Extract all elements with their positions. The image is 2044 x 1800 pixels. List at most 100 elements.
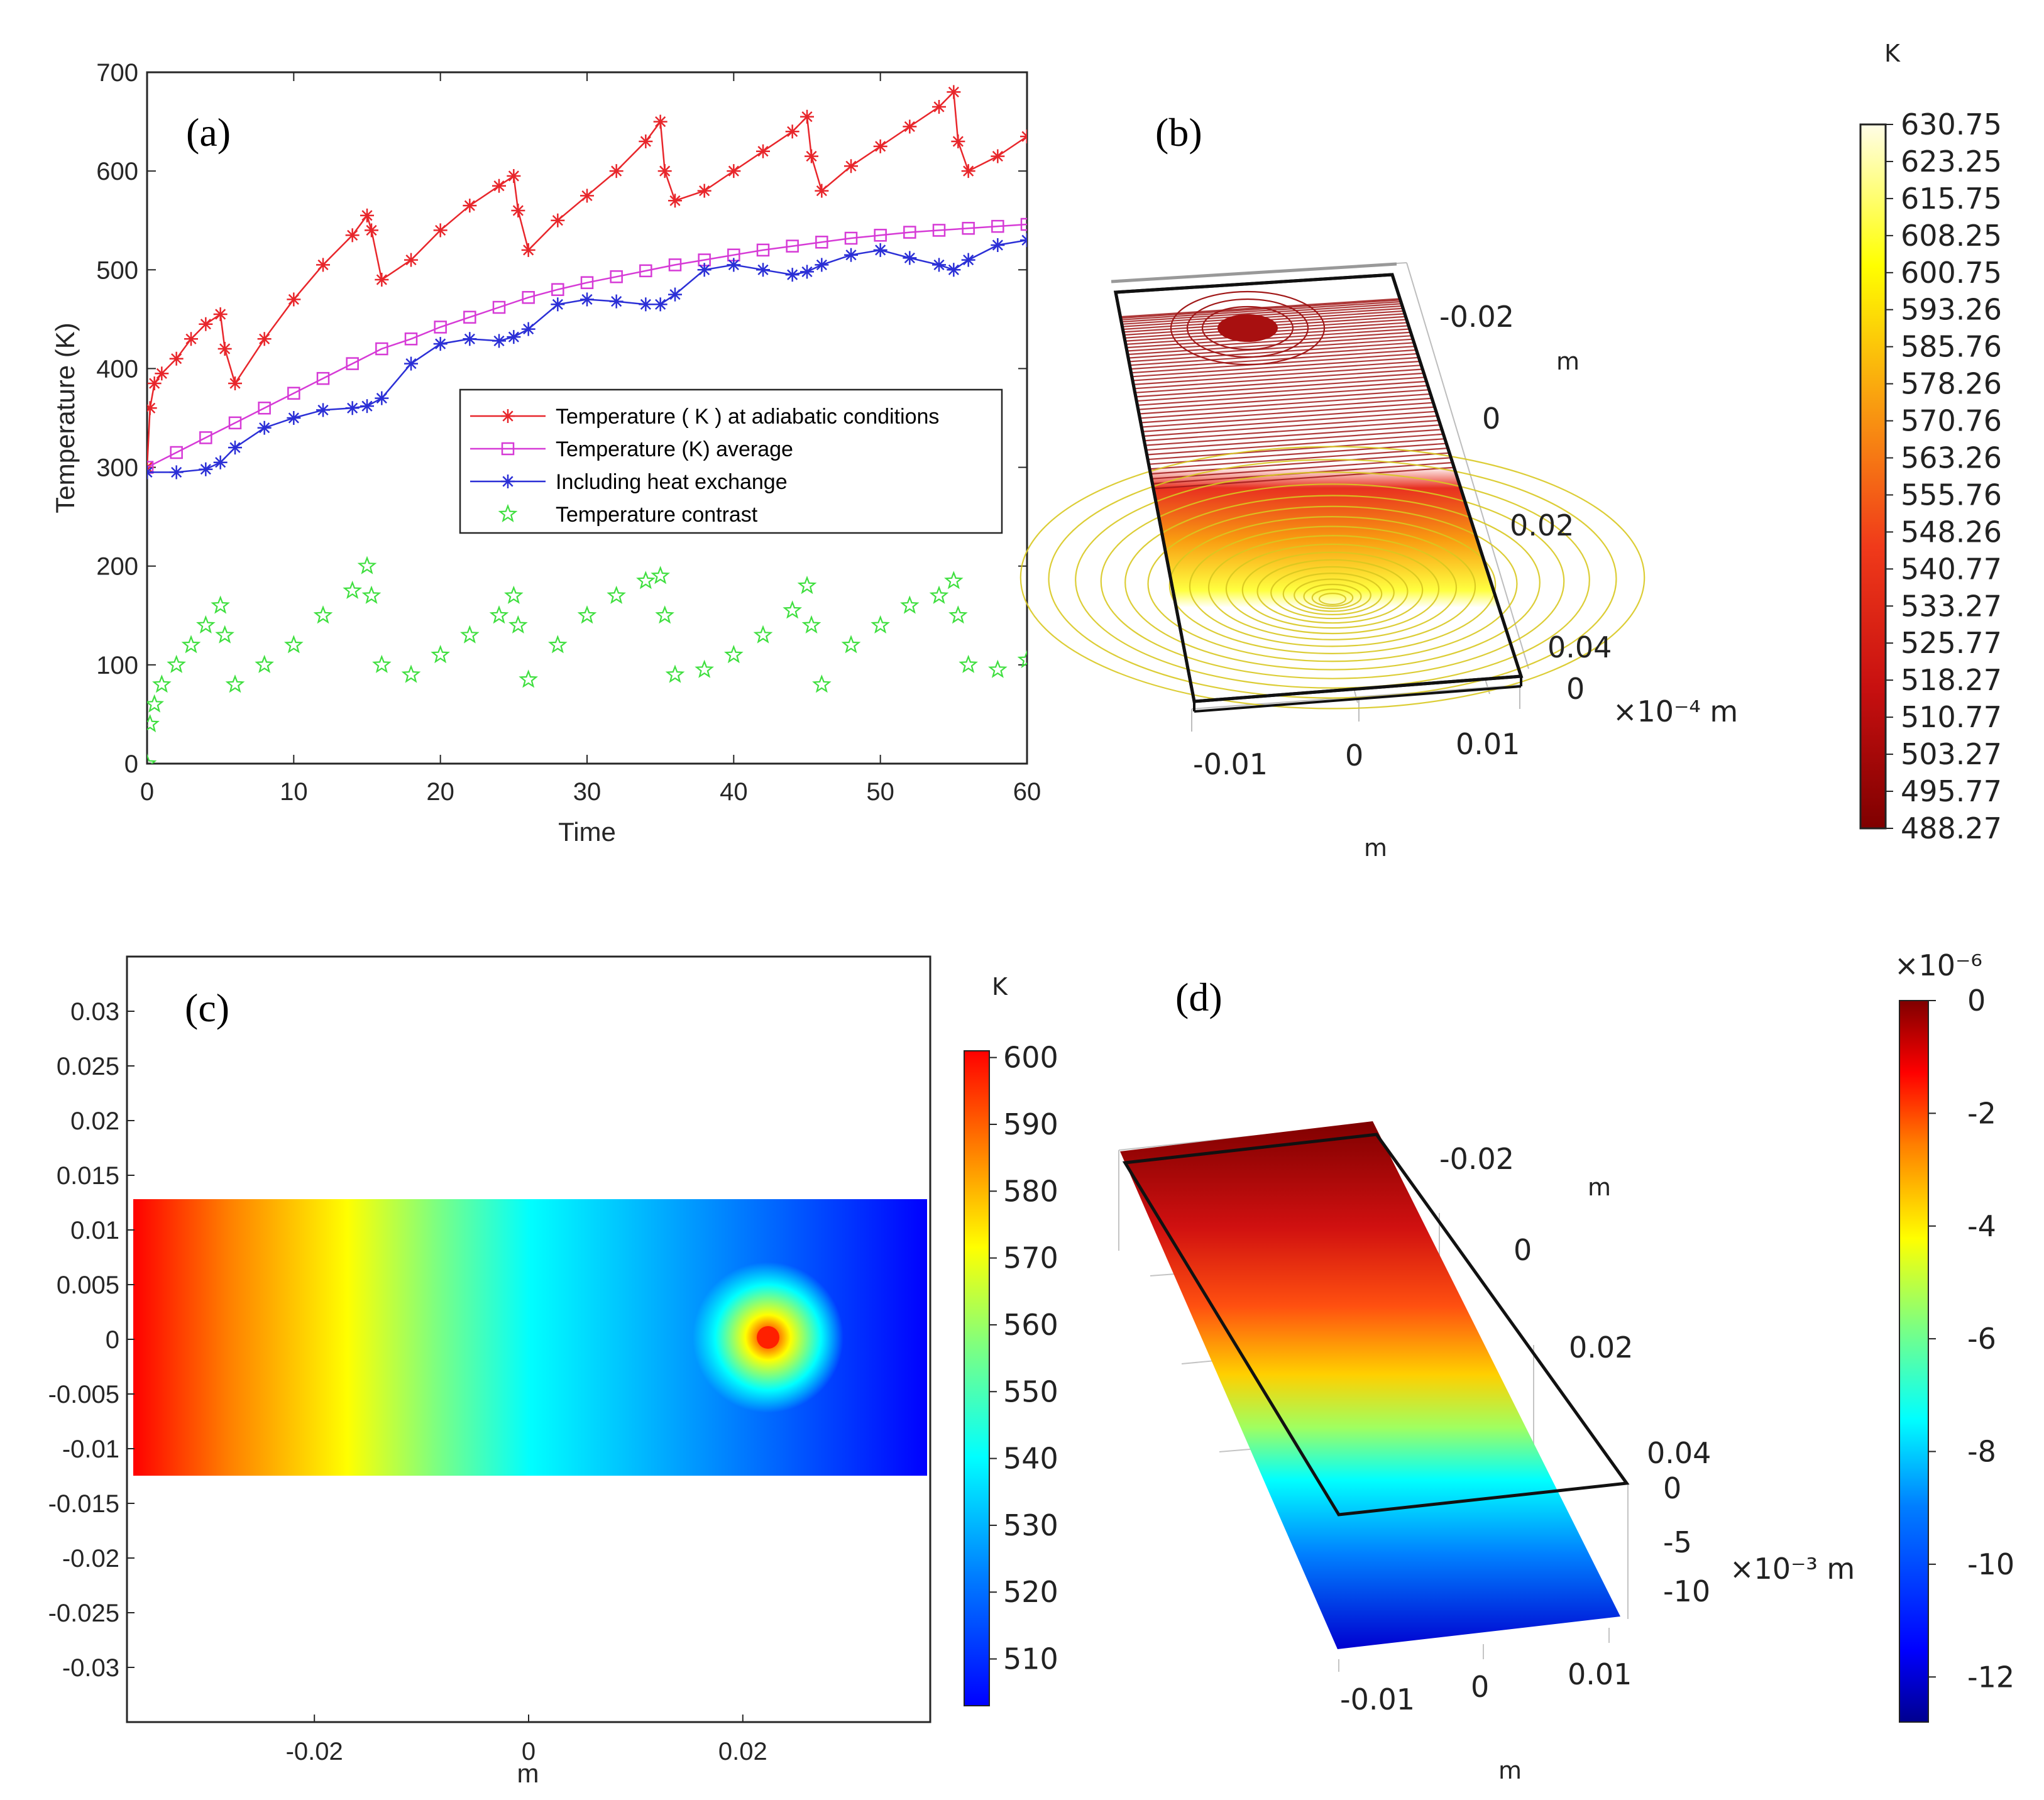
data-point	[360, 399, 374, 414]
data-point	[653, 114, 668, 129]
marker-stroke	[801, 111, 813, 123]
data-point	[929, 585, 949, 604]
data-point	[844, 231, 858, 245]
panel-d-y-tick: -0.02	[1439, 1142, 1514, 1176]
marker-stroke	[581, 294, 593, 305]
marker-stroke	[435, 338, 446, 349]
series-1	[147, 217, 1027, 474]
marker-stroke	[376, 274, 387, 285]
marker-stroke	[219, 343, 231, 354]
marker-stroke	[508, 331, 519, 343]
marker-stroke	[259, 422, 270, 434]
marker-stroke	[669, 288, 681, 300]
data-point	[1020, 129, 1027, 144]
legend-marker	[501, 442, 515, 456]
marker-stroke	[200, 319, 211, 330]
data-point	[365, 223, 378, 238]
contour-line	[1137, 385, 1428, 406]
marker-stroke	[288, 412, 299, 424]
marker-stroke	[147, 461, 153, 469]
data-point	[258, 402, 271, 415]
data-point	[287, 292, 301, 307]
data-point	[785, 268, 799, 282]
x-tick-label: -0.02	[286, 1738, 343, 1765]
contour-line	[1139, 393, 1431, 415]
contour-ellipse	[1147, 505, 1518, 662]
data-point	[147, 461, 154, 474]
y-tick-label: 0	[106, 1326, 119, 1354]
data-point	[844, 248, 858, 262]
legend-label: Temperature contrast	[556, 503, 758, 527]
panel-c-x-label: m	[517, 1759, 539, 1788]
panel-d-plate	[1120, 1121, 1620, 1649]
data-point	[211, 595, 230, 614]
marker-stroke	[171, 353, 182, 365]
panel-b-colorbar-ticks: 630.75 623.25 615.75608.25600.75593.26585.…	[1886, 107, 2002, 845]
marker-stroke	[655, 116, 666, 128]
panel-c-hot-spot-core	[757, 1326, 779, 1349]
data-point	[507, 330, 521, 344]
marker-stroke	[147, 466, 153, 474]
data-point	[991, 219, 1004, 233]
colorbar-tick-label: 555.76	[1901, 478, 2002, 512]
data-point	[433, 223, 448, 238]
data-point	[815, 184, 829, 198]
data-point	[639, 134, 653, 148]
data-point	[607, 585, 626, 604]
data-point	[786, 239, 799, 253]
x-tick-label: 30	[573, 778, 602, 806]
marker-stroke	[215, 309, 226, 320]
colorbar-tick-label: 563.26	[1901, 441, 2002, 475]
marker-stroke	[948, 264, 959, 275]
colorbar-tick-label: -8	[1967, 1435, 1996, 1469]
marker-stroke	[361, 210, 373, 221]
marker-stroke	[952, 136, 964, 147]
data-point	[1020, 217, 1027, 231]
y-tick-label: 300	[96, 454, 138, 482]
marker-stroke	[502, 476, 514, 487]
data-point	[932, 100, 946, 114]
colorbar-tick-label: 550	[1003, 1375, 1058, 1408]
data-point	[756, 263, 770, 277]
data-point	[639, 264, 652, 278]
colorbar-tick-label: 615.75	[1901, 182, 2002, 216]
marker-stroke	[347, 229, 358, 241]
marker-stroke	[816, 259, 827, 271]
colorbar-tick-label: 530	[1003, 1508, 1058, 1542]
contour-line	[1148, 442, 1447, 465]
contour-line	[1121, 303, 1402, 323]
panel-a-y-ticks: 0 100 200 300 400 500 600 700	[96, 59, 1027, 778]
data-point	[785, 124, 799, 139]
marker-stroke	[464, 333, 475, 344]
colorbar-tick-label: 570	[1003, 1241, 1058, 1275]
data-point	[463, 310, 476, 324]
data-point	[213, 307, 228, 321]
contour-line	[1149, 447, 1448, 470]
marker-stroke	[552, 299, 563, 310]
marker-stroke	[1021, 239, 1027, 246]
marker-stroke	[611, 165, 622, 177]
contour-ellipse	[1256, 559, 1409, 624]
panel-a-legend: Temperature ( K ) at adiabatic condition…	[459, 388, 1003, 534]
marker-stroke	[347, 402, 358, 414]
data-point	[401, 664, 421, 683]
data-point	[519, 669, 538, 688]
data-point	[316, 371, 330, 385]
panel-d-y-tick: 0.04	[1647, 1436, 1711, 1470]
series-0	[147, 85, 1027, 475]
panel-b-y-unit: m	[1556, 348, 1580, 375]
data-point	[580, 276, 594, 289]
data-point	[668, 194, 682, 208]
marker-stroke	[1021, 234, 1027, 241]
data-point	[228, 441, 242, 455]
contour-line	[1130, 349, 1417, 370]
panel-b-letter: (b)	[1155, 110, 1202, 155]
data-point	[657, 164, 672, 178]
contour-line	[1148, 438, 1445, 461]
data-point	[653, 297, 668, 312]
marker-stroke	[229, 442, 241, 453]
marker-stroke	[229, 378, 241, 389]
panel-b-z-unit: ×10⁻⁴ m	[1613, 694, 1738, 728]
y-tick-label: -0.01	[62, 1435, 119, 1463]
contour-ellipse	[1303, 583, 1362, 610]
